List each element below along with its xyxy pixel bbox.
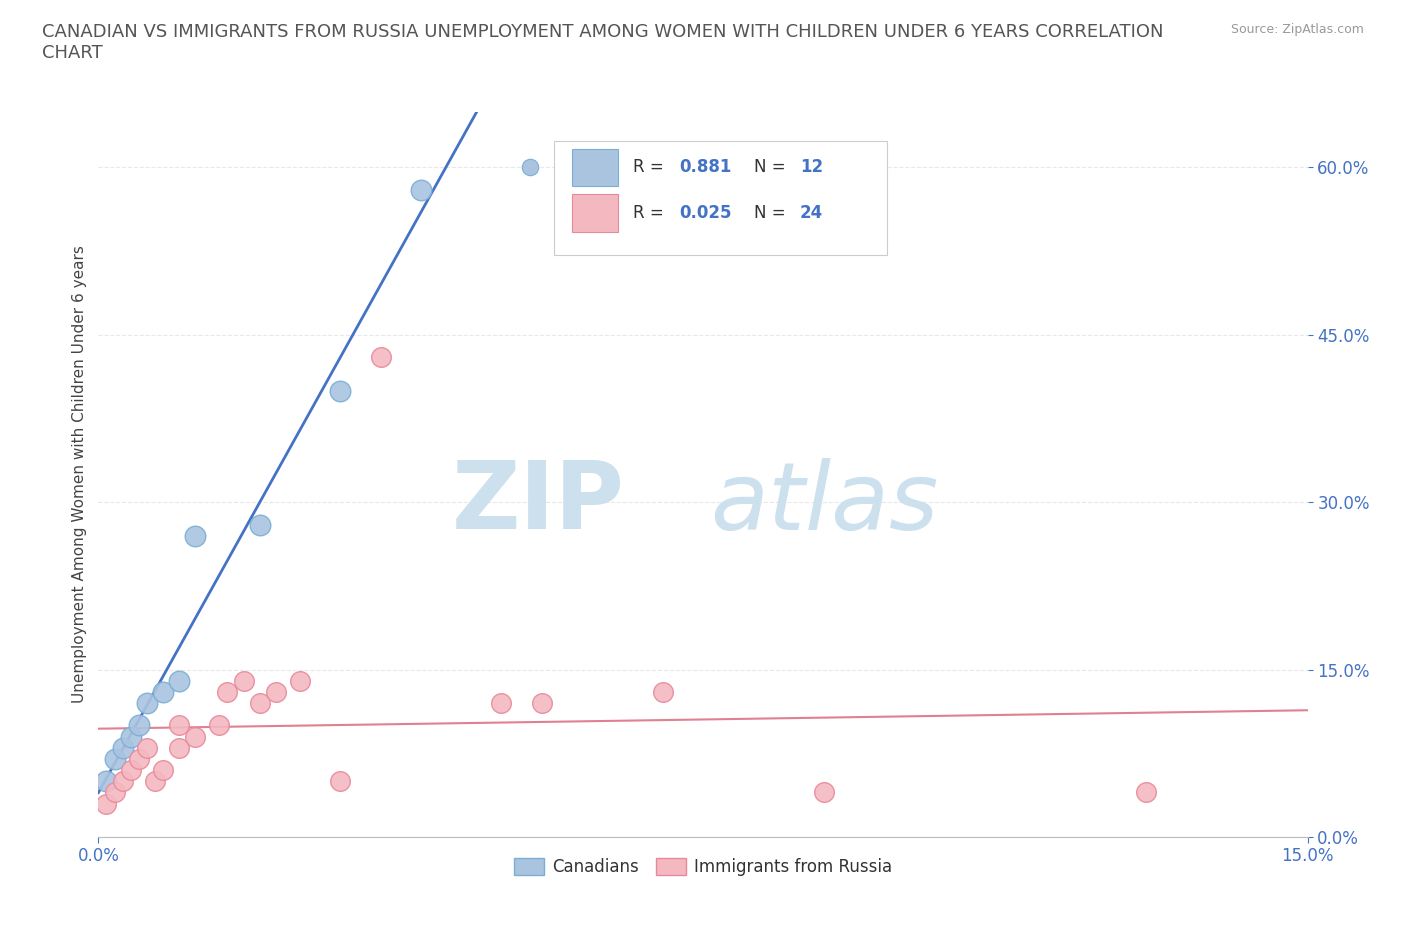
Point [152, 763, 174, 777]
Text: atlas: atlas [710, 458, 938, 549]
Point [111, 740, 134, 755]
Point [813, 785, 835, 800]
Point [128, 751, 150, 766]
Point [120, 763, 142, 777]
Point [249, 517, 271, 532]
Text: R =: R = [633, 158, 669, 177]
Point [651, 684, 673, 699]
Point [370, 350, 392, 365]
Point [96, 774, 118, 789]
Point [167, 718, 190, 733]
Point [152, 684, 174, 699]
Point [128, 718, 150, 733]
Text: Source: ZipAtlas.com: Source: ZipAtlas.com [1230, 23, 1364, 36]
FancyBboxPatch shape [554, 140, 887, 255]
Point [167, 740, 190, 755]
Text: N =: N = [754, 158, 790, 177]
Point [491, 696, 513, 711]
Point [184, 729, 207, 744]
Text: N =: N = [754, 205, 790, 222]
Point [135, 740, 157, 755]
Point [111, 774, 134, 789]
Point [184, 528, 207, 543]
Point [530, 696, 553, 711]
Point [288, 673, 311, 688]
Point [96, 796, 118, 811]
Bar [572, 149, 619, 186]
Point [1135, 785, 1157, 800]
Point [167, 673, 190, 688]
Legend: Canadians, Immigrants from Russia: Canadians, Immigrants from Russia [508, 852, 898, 883]
Point [103, 751, 125, 766]
Point [135, 696, 157, 711]
Text: CANADIAN VS IMMIGRANTS FROM RUSSIA UNEMPLOYMENT AMONG WOMEN WITH CHILDREN UNDER : CANADIAN VS IMMIGRANTS FROM RUSSIA UNEMP… [42, 23, 1164, 62]
Point [264, 684, 287, 699]
Y-axis label: Unemployment Among Women with Children Under 6 years: Unemployment Among Women with Children U… [72, 246, 87, 703]
Text: 0.025: 0.025 [679, 205, 731, 222]
Point [232, 673, 254, 688]
Point [329, 383, 352, 398]
Point [103, 785, 125, 800]
Text: R =: R = [633, 205, 669, 222]
Bar [572, 194, 619, 232]
Point [217, 684, 239, 699]
Point [329, 774, 352, 789]
Text: ZIP: ZIP [451, 458, 624, 550]
Point [208, 718, 231, 733]
Point [409, 182, 432, 197]
Text: 12: 12 [800, 158, 823, 177]
Text: 24: 24 [800, 205, 823, 222]
Point [249, 696, 271, 711]
Point [120, 729, 142, 744]
Text: 0.881: 0.881 [679, 158, 731, 177]
Point [143, 774, 166, 789]
